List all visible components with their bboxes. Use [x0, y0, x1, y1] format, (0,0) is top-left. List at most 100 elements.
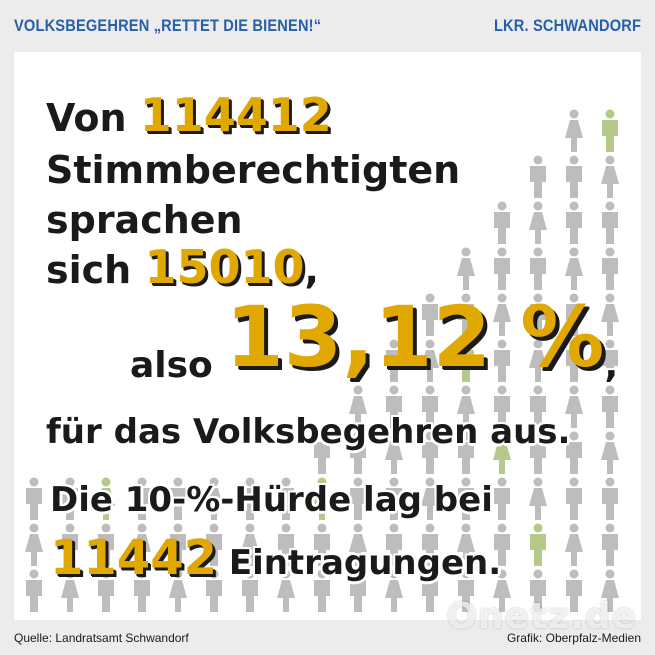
line-5-suffix: ,	[604, 345, 619, 386]
person-female-icon	[457, 523, 475, 566]
person-male-icon	[566, 293, 582, 336]
person-female-icon	[277, 569, 295, 612]
person-male-icon	[314, 569, 330, 612]
person-female-icon	[421, 339, 439, 382]
person-female-icon	[349, 385, 367, 428]
line-4: sich 15010,	[46, 240, 319, 294]
person-male-icon	[206, 569, 222, 612]
source-note: Quelle: Landratsamt Schwandorf	[14, 630, 189, 645]
person-male-icon	[494, 339, 510, 382]
person-male-icon	[422, 293, 438, 336]
person-male-icon	[602, 477, 618, 520]
person-male-icon	[422, 523, 438, 566]
footer-bar: Quelle: Landratsamt Schwandorf Grafik: O…	[0, 620, 655, 655]
person-female-icon	[205, 477, 223, 520]
line-5: also 13,12 %,	[130, 288, 618, 386]
person-female-icon	[565, 109, 583, 152]
person-male-icon	[170, 477, 186, 520]
person-male-icon	[134, 569, 150, 612]
person-female-icon	[133, 523, 151, 566]
percentage: 13,12 %	[225, 288, 605, 386]
person-male-icon	[278, 523, 294, 566]
person-male-icon	[566, 569, 582, 612]
person-male-icon	[26, 569, 42, 612]
person-male-icon	[566, 339, 582, 382]
person-female-icon	[601, 431, 619, 474]
people-pictogram	[25, 109, 619, 612]
line-5-prefix: also	[130, 345, 213, 386]
person-male-icon	[386, 385, 402, 428]
person-male-icon	[530, 569, 546, 612]
person-male-icon	[458, 569, 474, 612]
person-female-icon	[385, 431, 403, 474]
threshold-number: 11442	[50, 530, 217, 586]
person-female-icon	[457, 247, 475, 290]
person-male-icon	[350, 477, 366, 520]
person-female-icon	[529, 477, 547, 520]
person-male-icon	[422, 569, 438, 612]
person-male-icon	[206, 523, 222, 566]
person-female-icon	[385, 569, 403, 612]
person-male-icon	[170, 523, 186, 566]
person-female-icon	[565, 523, 583, 566]
person-male-icon	[242, 477, 258, 520]
person-male-icon	[386, 339, 402, 382]
person-male-icon	[602, 339, 618, 382]
person-male-icon	[530, 385, 546, 428]
person-male-icon	[530, 293, 546, 336]
line-7: Die 10-%-Hürde lag bei	[50, 480, 493, 520]
person-male-icon	[314, 431, 330, 474]
person-male-icon	[566, 155, 582, 198]
person-male-icon	[386, 477, 402, 520]
person-male-icon	[602, 523, 618, 566]
person-female-icon	[349, 523, 367, 566]
person-male-icon	[566, 431, 582, 474]
person-female-icon	[61, 569, 79, 612]
person-male-icon	[350, 569, 366, 612]
signatures-number: 15010	[144, 240, 305, 294]
person-female-icon	[313, 477, 331, 520]
person-female-icon	[529, 339, 547, 382]
infographic-panel: Von 114412 Stimmberechtigten sprachen si…	[14, 52, 641, 620]
line-4-suffix: ,	[304, 248, 319, 292]
person-male-icon	[566, 477, 582, 520]
person-male-icon	[458, 477, 474, 520]
person-male-icon	[602, 385, 618, 428]
person-female-icon	[169, 569, 187, 612]
person-female-icon	[601, 155, 619, 198]
person-male-icon	[98, 569, 114, 612]
person-male-icon	[98, 523, 114, 566]
header-title: VOLKSBEGEHREN „RETTET DIE BIENEN!“	[14, 16, 322, 35]
person-female-icon	[601, 293, 619, 336]
person-female-icon	[565, 247, 583, 290]
person-female-icon	[493, 293, 511, 336]
header-region: LKR. SCHWANDORF	[493, 16, 641, 35]
person-male-icon	[278, 477, 294, 520]
eligible-voters-number: 114412	[139, 88, 332, 142]
line-1: Von 114412	[46, 88, 332, 142]
line-6: für das Volksbegehren aus.	[46, 412, 571, 452]
person-male-icon	[134, 477, 150, 520]
person-female-icon	[241, 523, 259, 566]
line-4-prefix: sich	[46, 248, 132, 292]
line-3: sprachen	[46, 198, 243, 242]
person-female-icon	[421, 477, 439, 520]
person-male-icon	[62, 477, 78, 520]
person-male-icon	[530, 431, 546, 474]
graphic-credit: Grafik: Oberpfalz-Medien	[506, 630, 641, 645]
line-1-prefix: Von	[46, 96, 127, 140]
person-male-icon	[530, 155, 546, 198]
person-female-icon	[493, 569, 511, 612]
person-female-icon	[25, 523, 43, 566]
person-female-icon	[565, 385, 583, 428]
person-male-icon	[602, 109, 618, 152]
person-male-icon	[422, 385, 438, 428]
person-male-icon	[494, 523, 510, 566]
person-male-icon	[242, 569, 258, 612]
line-8-suffix: Eintragungen.	[228, 543, 502, 583]
person-male-icon	[566, 201, 582, 244]
person-female-icon	[97, 477, 115, 520]
person-male-icon	[386, 523, 402, 566]
person-male-icon	[602, 201, 618, 244]
person-female-icon	[493, 431, 511, 474]
